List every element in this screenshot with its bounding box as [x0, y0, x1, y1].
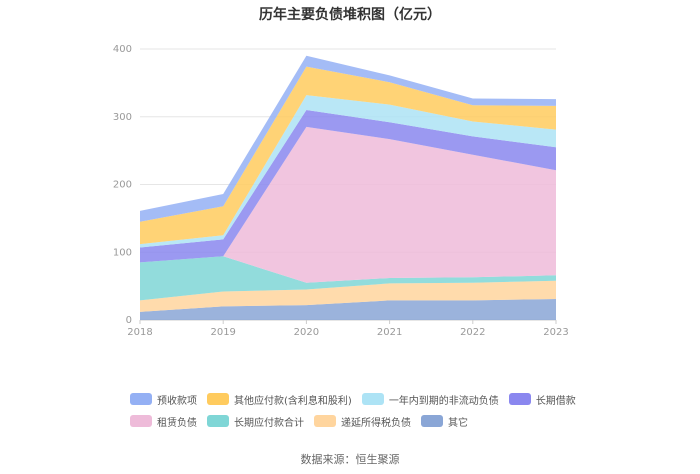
x-tick-label: 2023 — [543, 327, 568, 338]
legend-swatch — [130, 393, 152, 405]
legend-item[interactable]: 租赁负债 — [130, 414, 197, 429]
x-tick-label: 2018 — [127, 327, 152, 338]
axis-layer: 0 100 200 300 400 2018 2019 2020 2021 2022 2023 — [113, 44, 569, 338]
area-series — [140, 126, 556, 283]
area-series — [140, 280, 556, 312]
legend-item[interactable]: 其它 — [421, 414, 468, 429]
x-tick-label: 2021 — [377, 327, 402, 338]
area-series — [140, 299, 556, 320]
legend-swatch — [130, 415, 152, 427]
area-series — [140, 110, 556, 263]
source-note: 数据来源：恒生聚源 — [300, 453, 400, 466]
legend-item[interactable]: 长期借款 — [508, 392, 576, 407]
legend-label: 其它 — [448, 417, 468, 429]
legend-label: 其他应付款(含利息和股利) — [234, 395, 352, 407]
legend-item[interactable]: 一年内到期的非流动负债 — [361, 392, 499, 407]
legend-row: 租赁负债 长期应付款合计 递延所得税负债 其它 — [130, 410, 590, 432]
chart-title: 历年主要负债堆积图（亿元） — [259, 7, 441, 23]
y-tick-label: 400 — [113, 44, 132, 55]
legend-label: 一年内到期的非流动负债 — [388, 395, 499, 407]
legend-swatch — [314, 415, 336, 427]
legend-swatch — [508, 393, 531, 405]
y-tick-label: 0 — [126, 315, 132, 326]
legend-swatch — [421, 415, 443, 427]
legend-item[interactable]: 长期应付款合计 — [207, 414, 304, 429]
legend-label: 长期应付款合计 — [234, 417, 304, 429]
legend-swatch — [207, 415, 229, 427]
legend-swatch — [361, 393, 384, 405]
area-series — [140, 66, 556, 245]
legend-label: 预收款项 — [157, 395, 197, 407]
y-tick-label: 300 — [113, 112, 132, 123]
area-series — [140, 256, 556, 301]
x-tick-label: 2019 — [210, 327, 235, 338]
legend-label: 租赁负债 — [157, 417, 197, 429]
y-tick-label: 100 — [113, 247, 132, 258]
legend: 预收款项 其他应付款(含利息和股利) 一年内到期的非流动负债 长期借款 租赁负债 长期应… — [130, 388, 590, 432]
legend-item[interactable]: 预收款项 — [130, 392, 197, 407]
legend-swatch — [207, 393, 229, 405]
legend-label: 长期借款 — [535, 395, 576, 407]
y-tick-label: 200 — [113, 180, 132, 191]
x-tick-label: 2020 — [294, 327, 319, 338]
area-layer — [140, 55, 556, 320]
legend-label: 递延所得税负债 — [341, 417, 411, 429]
legend-item[interactable]: 递延所得税负债 — [314, 414, 411, 429]
x-tick-label: 2022 — [460, 327, 485, 338]
legend-row: 预收款项 其他应付款(含利息和股利) 一年内到期的非流动负债 长期借款 — [130, 388, 590, 410]
legend-item[interactable]: 其他应付款(含利息和股利) — [207, 392, 352, 407]
area-series — [140, 55, 556, 222]
